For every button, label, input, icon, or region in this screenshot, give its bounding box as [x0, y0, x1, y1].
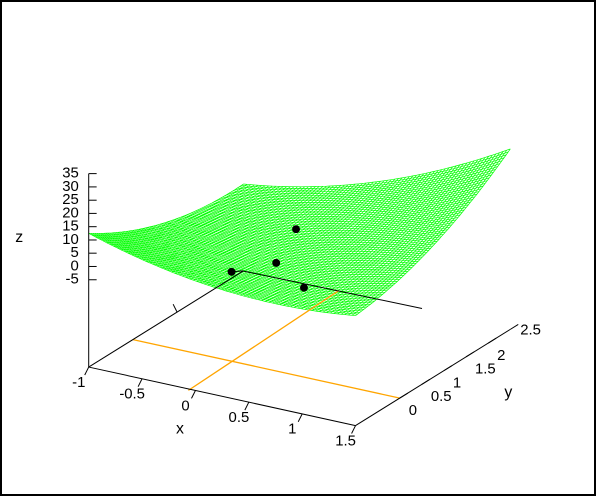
svg-text:1.5: 1.5	[475, 362, 496, 378]
svg-text:0: 0	[409, 403, 417, 419]
svg-text:-1: -1	[72, 375, 85, 391]
svg-text:y: y	[504, 384, 512, 401]
svg-text:1: 1	[453, 375, 461, 391]
svg-text:0: 0	[181, 398, 189, 414]
svg-text:1.5: 1.5	[335, 433, 356, 449]
svg-text:0.5: 0.5	[431, 389, 452, 405]
svg-text:1: 1	[288, 422, 296, 438]
svg-text:-0.5: -0.5	[119, 387, 145, 403]
svg-text:2: 2	[497, 348, 505, 364]
svg-text:35: 35	[62, 166, 79, 182]
svg-text:x: x	[176, 421, 184, 438]
svg-text:2.5: 2.5	[520, 322, 541, 338]
svg-text:z: z	[15, 229, 23, 246]
svg-text:0.5: 0.5	[229, 410, 250, 426]
